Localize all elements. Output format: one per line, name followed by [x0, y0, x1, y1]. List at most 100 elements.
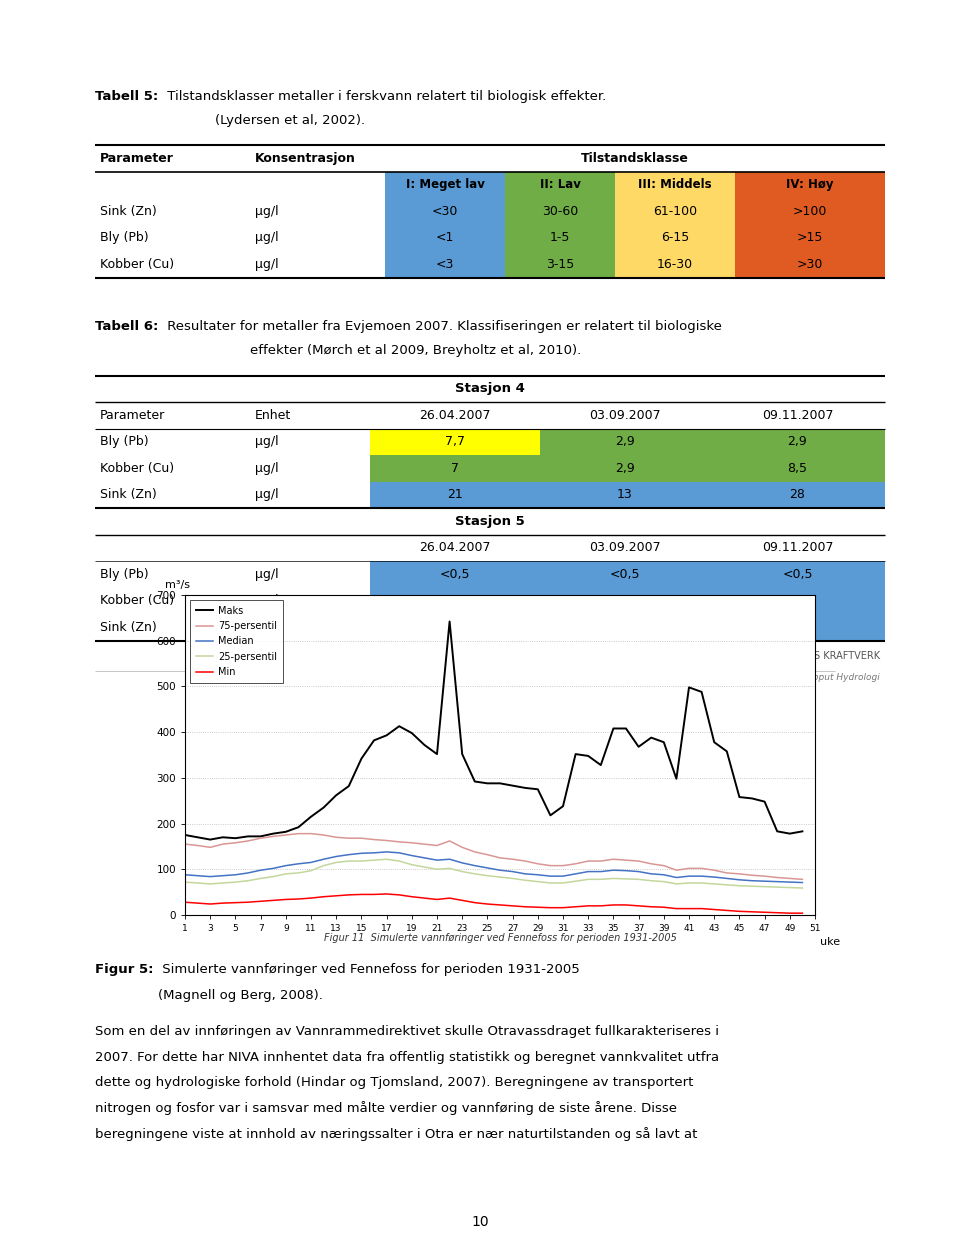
- 75-persentil: [419, 837, 430, 852]
- Text: 7: 7: [451, 461, 459, 475]
- Median: [658, 867, 669, 882]
- Text: 21: 21: [447, 489, 463, 501]
- Text: I: Meget lav: I: Meget lav: [405, 178, 485, 192]
- 25-persentil: [608, 871, 619, 886]
- Maks: [519, 780, 531, 795]
- 75-persentil: [343, 830, 354, 845]
- Min: [583, 898, 594, 914]
- Line: Min: Min: [185, 895, 803, 913]
- Bar: [710, 481, 885, 508]
- Bar: [540, 428, 710, 455]
- Bar: [540, 534, 710, 561]
- Bar: [710, 587, 885, 614]
- 75-persentil: [595, 853, 607, 868]
- Median: [519, 867, 531, 882]
- Maks: [381, 728, 393, 743]
- Min: [419, 891, 430, 906]
- Text: Kobber (Cu): Kobber (Cu): [100, 595, 174, 607]
- Bar: [505, 198, 615, 224]
- 25-persentil: [671, 877, 683, 892]
- Min: [797, 906, 808, 921]
- Text: 3-15: 3-15: [546, 258, 574, 271]
- 75-persentil: [772, 869, 783, 885]
- Text: μg/l: μg/l: [255, 435, 278, 449]
- Text: 2007. For dette har NIVA innhentet data fra offentlig statistikk og beregnet van: 2007. For dette har NIVA innhentet data …: [95, 1051, 719, 1063]
- 75-persentil: [620, 853, 632, 868]
- Text: ©agrupput Hydrologi: ©agrupput Hydrologi: [783, 673, 880, 682]
- 25-persentil: [620, 872, 632, 887]
- 75-persentil: [658, 858, 669, 873]
- 25-persentil: [658, 874, 669, 890]
- Median: [305, 854, 317, 869]
- Bar: [250, 145, 385, 171]
- 75-persentil: [507, 852, 518, 867]
- Maks: [620, 721, 632, 736]
- 75-persentil: [608, 852, 619, 867]
- Bar: [735, 224, 885, 251]
- 75-persentil: [519, 853, 531, 868]
- Min: [431, 892, 443, 907]
- Bar: [250, 561, 370, 587]
- Text: <30: <30: [432, 205, 458, 218]
- Min: [330, 888, 342, 903]
- Maks: [369, 733, 380, 748]
- 25-persentil: [419, 859, 430, 874]
- Bar: [540, 561, 710, 587]
- Text: Tabell 6:: Tabell 6:: [95, 320, 158, 333]
- 25-persentil: [482, 868, 493, 883]
- 75-persentil: [369, 832, 380, 847]
- Bar: [250, 224, 385, 251]
- 75-persentil: [494, 850, 506, 866]
- Bar: [385, 171, 505, 198]
- 75-persentil: [544, 858, 556, 873]
- 25-persentil: [229, 874, 241, 890]
- Median: [557, 868, 568, 883]
- Min: [544, 900, 556, 915]
- Maks: [507, 779, 518, 794]
- Min: [532, 900, 543, 915]
- Text: 13: 13: [617, 489, 633, 501]
- Min: [608, 897, 619, 912]
- Maks: [758, 794, 770, 809]
- Bar: [250, 251, 385, 277]
- Text: <0,5: <0,5: [440, 568, 470, 581]
- 25-persentil: [684, 876, 695, 891]
- 25-persentil: [784, 879, 796, 895]
- Text: Kobber (Cu): Kobber (Cu): [100, 461, 174, 475]
- 75-persentil: [721, 866, 732, 881]
- 25-persentil: [180, 874, 191, 890]
- Legend: Maks, 75-persentil, Median, 25-persentil, Min: Maks, 75-persentil, Median, 25-persentil…: [190, 600, 283, 683]
- Bar: [615, 198, 735, 224]
- Min: [494, 897, 506, 912]
- 25-persentil: [254, 871, 266, 886]
- Text: Kobber (Cu): Kobber (Cu): [100, 258, 174, 271]
- Median: [507, 864, 518, 879]
- Median: [330, 849, 342, 864]
- Text: 26.04.2007: 26.04.2007: [420, 542, 491, 554]
- Text: <1: <1: [436, 232, 454, 244]
- 75-persentil: [583, 853, 594, 868]
- Maks: [721, 743, 732, 759]
- Text: 3,8: 3,8: [445, 621, 465, 634]
- 25-persentil: [293, 866, 304, 881]
- Maks: [444, 614, 455, 629]
- 75-persentil: [280, 828, 292, 843]
- Text: IV: Høy: IV: Høy: [786, 178, 833, 192]
- Text: Bly (Pb): Bly (Pb): [100, 435, 149, 449]
- Maks: [431, 746, 443, 761]
- Bar: [250, 455, 370, 481]
- Text: 2,9: 2,9: [787, 435, 807, 449]
- Median: [684, 868, 695, 883]
- Bar: [250, 614, 370, 640]
- 75-persentil: [633, 853, 644, 868]
- 75-persentil: [204, 839, 216, 854]
- Maks: [318, 800, 329, 815]
- 25-persentil: [343, 853, 354, 868]
- Maks: [608, 721, 619, 736]
- Bar: [710, 402, 885, 428]
- Maks: [469, 774, 481, 789]
- Text: 8,5: 8,5: [787, 461, 807, 475]
- Bar: [735, 171, 885, 198]
- 75-persentil: [532, 857, 543, 872]
- Bar: [370, 614, 540, 640]
